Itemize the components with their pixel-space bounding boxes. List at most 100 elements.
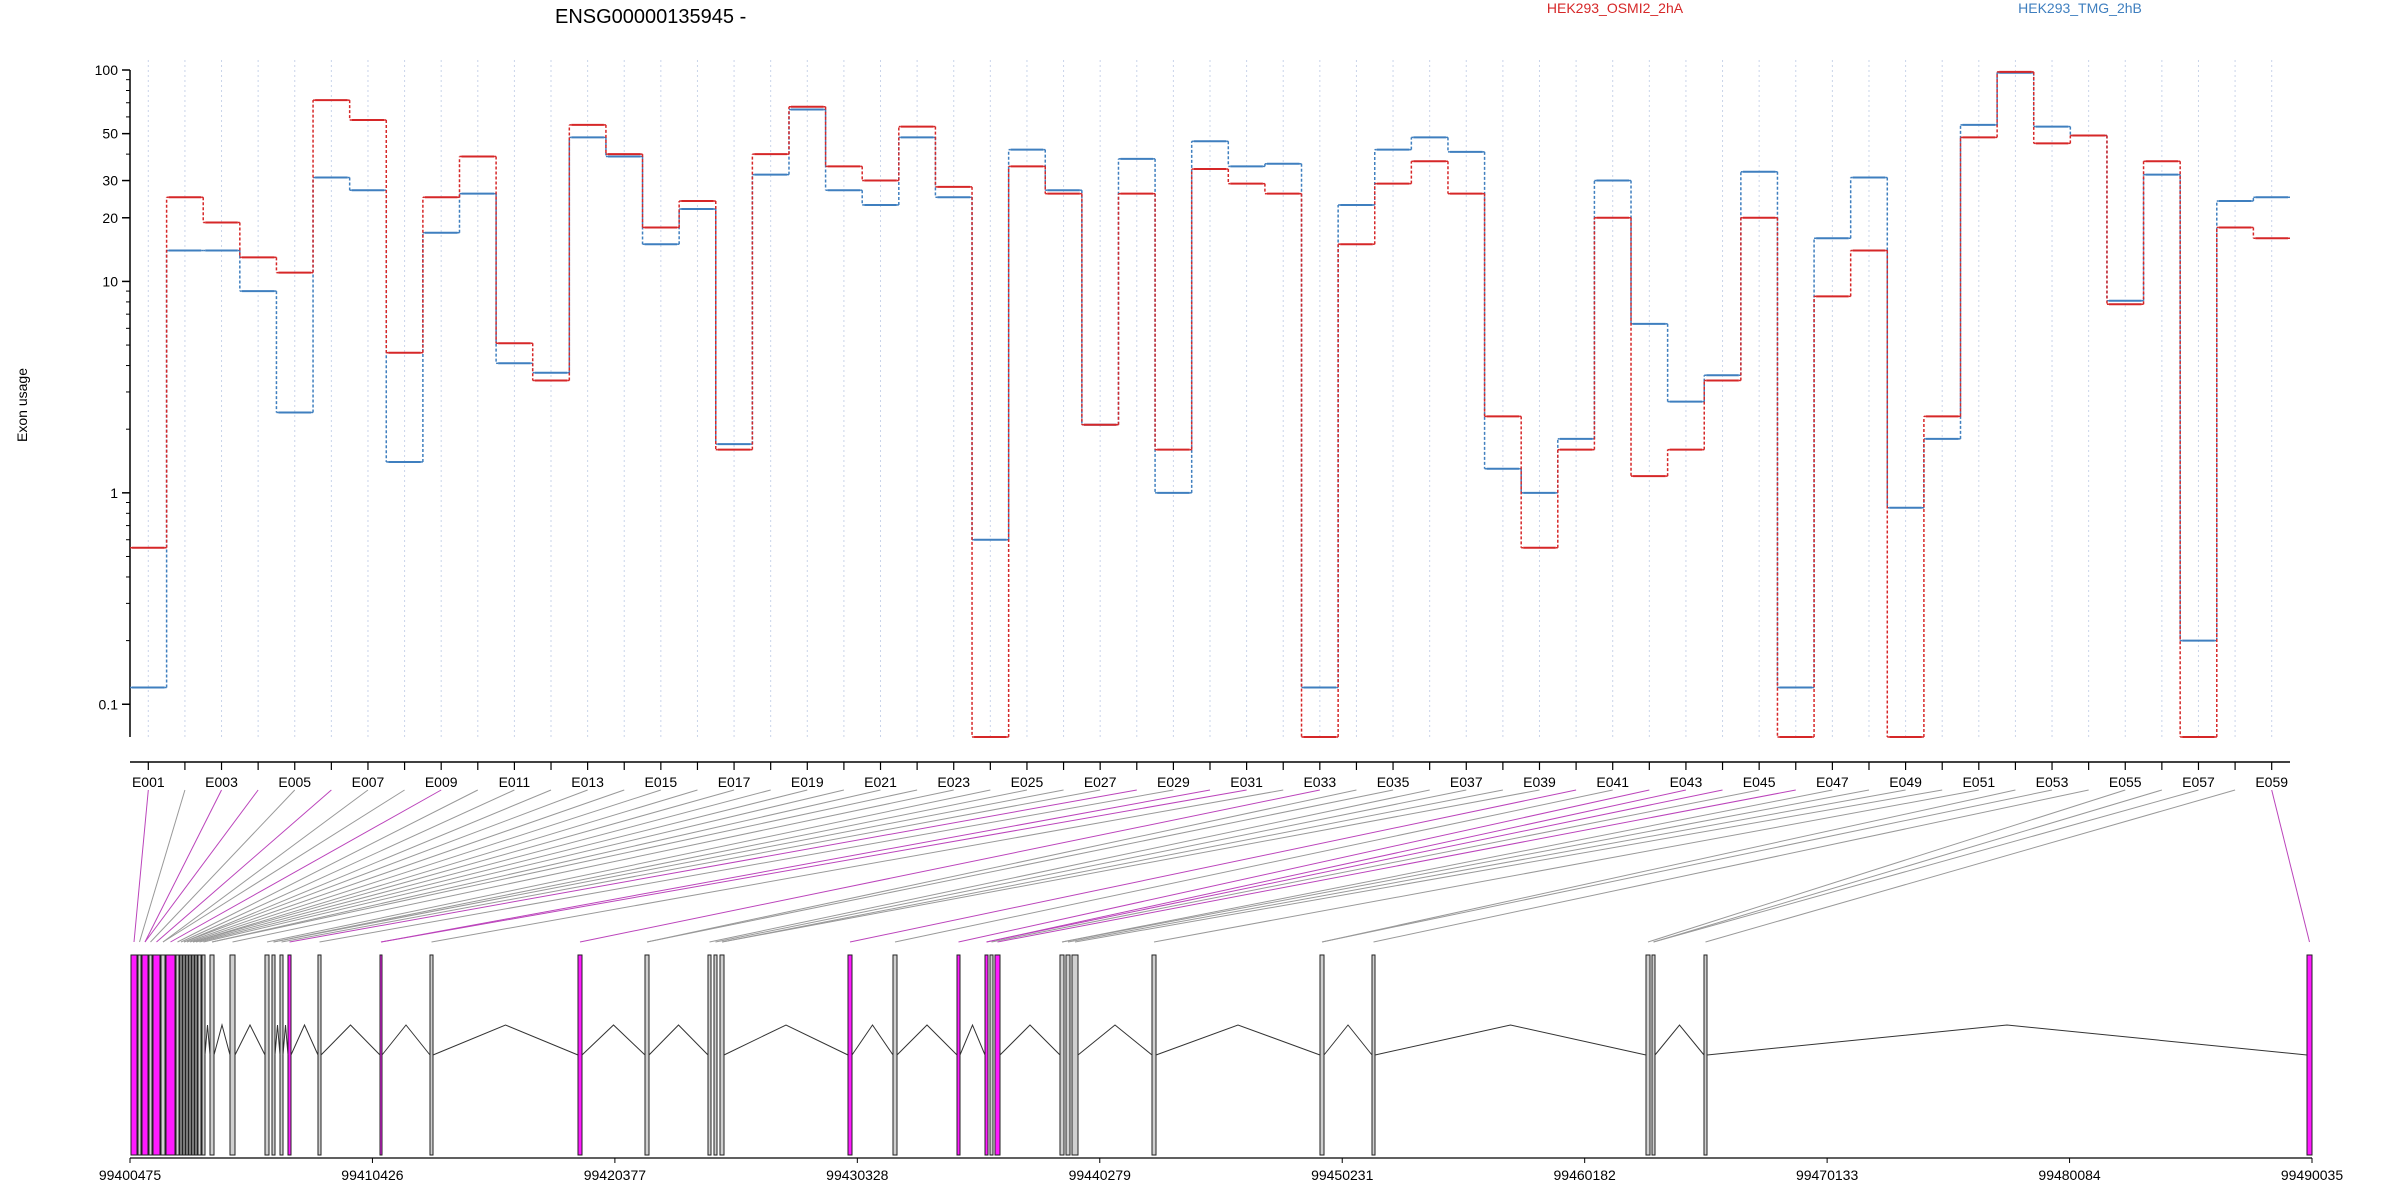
connector-E055 <box>1647 789 2126 943</box>
intron-line <box>381 1024 431 1056</box>
connector-E059 <box>2271 789 2310 943</box>
exon-45 <box>2306 954 2313 1156</box>
connector-E043 <box>986 789 1687 943</box>
chart-title: ENSG00000135945 - <box>555 6 746 28</box>
connector-E052 <box>1321 789 2016 943</box>
x-tick-label: E017 <box>718 774 751 790</box>
connector-E039 <box>721 789 1540 943</box>
intron-line <box>234 1023 266 1056</box>
connector-E021 <box>211 789 881 943</box>
exon-20 <box>279 954 284 1156</box>
exon-7 <box>175 954 180 1156</box>
connector-E012 <box>183 789 552 943</box>
exon-17 <box>229 954 236 1156</box>
connector-E009 <box>170 789 442 943</box>
connector-E026 <box>273 789 1064 943</box>
connector-E003 <box>144 789 222 943</box>
exon-34 <box>989 954 994 1156</box>
y-axis: 0.1 1 10 20 30 50 100 <box>95 62 131 737</box>
x-tick-label: E009 <box>425 774 458 790</box>
connector-E011 <box>180 789 515 943</box>
intron-line <box>723 1024 849 1056</box>
exon-32 <box>956 954 961 1156</box>
connector-E042 <box>958 789 1650 943</box>
intron-line <box>1374 1024 1647 1056</box>
connector-E053 <box>1321 789 2053 943</box>
exon-43 <box>1651 954 1656 1156</box>
x-tick-label: E043 <box>1670 774 1703 790</box>
intron-line <box>320 1024 381 1056</box>
intron-line <box>290 1023 319 1056</box>
coord-label: 99430328 <box>826 1167 889 1183</box>
connector-E040 <box>849 789 1577 943</box>
exon-42 <box>1645 954 1651 1156</box>
exon-44 <box>1703 954 1708 1156</box>
intron-line <box>648 1024 709 1056</box>
coord-label: 99480084 <box>2038 1167 2101 1183</box>
exon-12 <box>191 954 195 1156</box>
connector-E058 <box>1705 789 2236 943</box>
connector-E015 <box>189 789 662 943</box>
exon-18 <box>264 954 270 1156</box>
connector-E032 <box>431 789 1284 943</box>
legend-label-tmg: HEK293_TMG_2hB <box>2018 0 2142 16</box>
connector-E048 <box>1061 789 1870 943</box>
intron-line <box>1155 1024 1321 1056</box>
y-tick-label: 100 <box>95 62 119 78</box>
legend-label-osmi2: HEK293_OSMI2_2hA <box>1547 0 1684 16</box>
coord-label: 99460182 <box>1554 1167 1617 1183</box>
intron-line <box>959 1023 986 1056</box>
connector-E020 <box>203 789 845 943</box>
x-tick-label: E039 <box>1523 774 1556 790</box>
exon-38 <box>1071 954 1079 1156</box>
intron-line <box>282 1024 289 1056</box>
x-tick-label: E033 <box>1303 774 1336 790</box>
exon-29 <box>719 954 725 1156</box>
y-tick-label: 1 <box>110 485 118 501</box>
exon-41 <box>1371 954 1376 1156</box>
exon-24 <box>429 954 434 1156</box>
x-tick-label: E031 <box>1230 774 1263 790</box>
x-tick-label: E053 <box>2036 774 2069 790</box>
intron-line <box>581 1024 646 1056</box>
exon-30 <box>847 954 853 1156</box>
connector-E036 <box>709 789 1430 943</box>
exon-31 <box>892 954 898 1156</box>
exon-13 <box>194 954 198 1156</box>
y-axis-label: Exon usage <box>14 368 30 442</box>
exon-36 <box>1059 954 1065 1156</box>
exon-15 <box>201 954 206 1156</box>
connector-E005 <box>150 789 296 943</box>
exon-connector-lines <box>133 789 2310 943</box>
exon-19 <box>271 954 276 1156</box>
x-tick-label: E005 <box>278 774 311 790</box>
exon-0 <box>130 954 138 1156</box>
connector-E004 <box>144 789 259 943</box>
connector-E010 <box>177 789 479 943</box>
intron-line <box>1706 1024 2308 1056</box>
x-tick-label: E051 <box>1962 774 1995 790</box>
x-tick-label: E027 <box>1084 774 1117 790</box>
exon-2 <box>141 954 149 1156</box>
genomic-coordinate-axis: 99400475 99410426 99420377 99430328 99440279… <box>99 1157 2343 1183</box>
x-tick-label: E047 <box>1816 774 1849 790</box>
connector-E014 <box>186 789 625 943</box>
x-tick-label: E011 <box>499 774 531 790</box>
x-tick-label: E019 <box>791 774 824 790</box>
coord-label: 99470133 <box>1796 1167 1859 1183</box>
exon-8 <box>179 954 183 1156</box>
exon-5 <box>160 954 166 1156</box>
intron-line <box>896 1024 958 1056</box>
gene-model <box>130 954 2313 1156</box>
connector-E030 <box>380 789 1211 943</box>
y-tick-label: 30 <box>102 173 118 189</box>
exon-40 <box>1319 954 1325 1156</box>
exon-23 <box>379 954 383 1156</box>
x-tick-label: E037 <box>1450 774 1483 790</box>
y-tick-label: 10 <box>102 273 118 289</box>
connector-E034 <box>646 789 1357 943</box>
exon-37 <box>1065 954 1071 1156</box>
series-HEK293_OSMI2_2hA <box>130 70 2290 738</box>
exon-25 <box>577 954 583 1156</box>
